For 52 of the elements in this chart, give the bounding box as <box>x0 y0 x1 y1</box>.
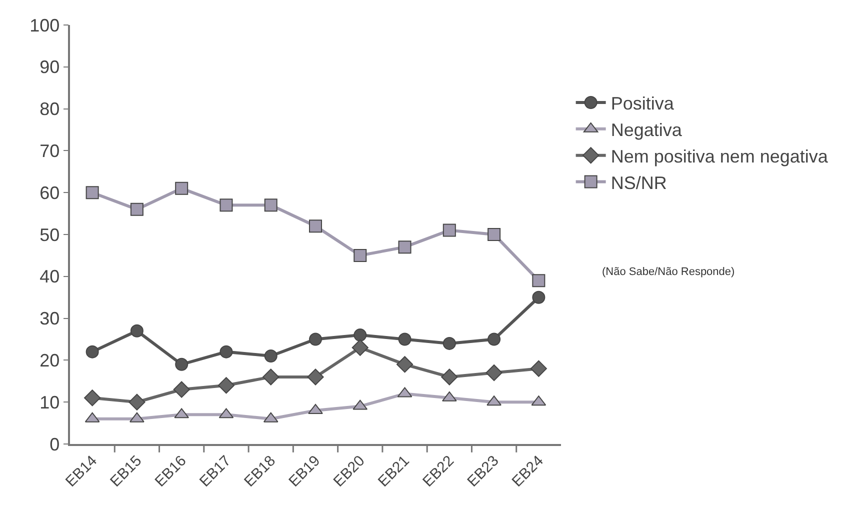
point <box>309 220 322 233</box>
point <box>308 404 323 414</box>
point <box>86 186 99 200</box>
y-tick-label: 80 <box>40 99 60 120</box>
y-tick-label: 30 <box>40 308 60 329</box>
y-tick-label: 100 <box>30 15 60 36</box>
point <box>398 240 412 254</box>
point <box>218 377 235 394</box>
y-tick-label: 50 <box>40 224 60 245</box>
point <box>175 182 188 195</box>
y-tick-label: 70 <box>40 141 60 161</box>
legend-label: Nem positiva nem negativa <box>610 146 829 166</box>
point <box>398 332 412 346</box>
point <box>262 368 280 386</box>
point <box>488 332 501 346</box>
point <box>84 390 101 406</box>
point <box>488 228 501 241</box>
legend-label: Positiva <box>610 94 675 114</box>
point <box>130 324 144 338</box>
point <box>128 394 146 410</box>
point <box>354 248 367 262</box>
y-tick-label: 10 <box>40 392 60 412</box>
text: (Não Sabe/Não Responde) <box>602 266 735 278</box>
point <box>442 336 456 350</box>
point <box>532 290 546 304</box>
point <box>530 360 547 377</box>
point <box>441 368 458 386</box>
point <box>307 368 324 386</box>
point <box>309 332 322 346</box>
y-tick-label: 40 <box>40 266 60 287</box>
point <box>486 396 502 406</box>
point <box>173 381 190 398</box>
y-tick-label: 60 <box>40 182 60 203</box>
point <box>130 202 144 216</box>
point <box>442 224 456 237</box>
legend-label: Negativa <box>610 120 683 140</box>
point <box>486 364 502 382</box>
point <box>175 358 188 371</box>
point <box>354 328 367 342</box>
point <box>532 274 546 288</box>
point <box>220 345 233 358</box>
point <box>396 356 414 373</box>
point <box>130 412 144 422</box>
y-tick-label: 20 <box>40 350 60 370</box>
y-tick-label: 0 <box>50 434 60 454</box>
y-tick-label: 90 <box>40 57 60 78</box>
point <box>264 198 278 212</box>
point <box>86 345 99 358</box>
point <box>220 198 233 212</box>
point <box>264 350 278 363</box>
legend-label: NS/NR <box>610 172 667 193</box>
point <box>352 339 368 356</box>
